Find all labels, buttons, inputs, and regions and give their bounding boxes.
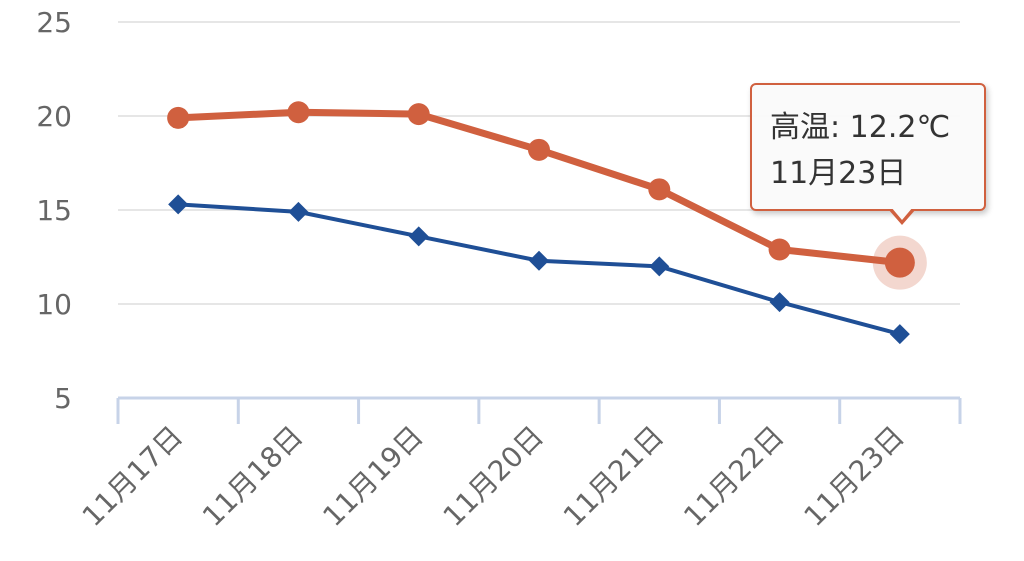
x-tick-label: 11月18日 xyxy=(196,420,309,533)
data-point xyxy=(528,138,550,161)
y-tick-label: 10 xyxy=(36,288,72,321)
data-tooltip: 高温: 12.2℃ 11月23日 xyxy=(750,83,986,211)
data-point xyxy=(288,201,309,222)
x-tick-label: 11月20日 xyxy=(437,420,550,533)
data-point xyxy=(649,256,670,277)
tooltip-value: 高温: 12.2℃ xyxy=(770,110,951,145)
tooltip-date: 11月23日 xyxy=(770,156,907,191)
x-tick-label: 11月22日 xyxy=(677,420,790,533)
tooltip-arrow xyxy=(888,207,916,225)
data-point xyxy=(889,324,910,345)
data-point-highlight xyxy=(884,247,915,278)
y-tick-label: 20 xyxy=(36,100,72,133)
x-tick-label: 11月21日 xyxy=(557,420,670,533)
x-tick-label: 11月17日 xyxy=(76,420,189,533)
data-point xyxy=(769,292,790,313)
data-point xyxy=(529,250,549,271)
data-point xyxy=(287,101,310,124)
y-tick-label: 15 xyxy=(36,194,72,227)
data-point xyxy=(768,238,791,261)
data-point xyxy=(408,226,429,247)
data-point xyxy=(407,103,430,126)
x-axis: 11月17日 11月18日 11月19日 11月20日 11月21日 11月22日 11月2… xyxy=(76,396,962,533)
y-tick-label: 25 xyxy=(36,6,72,39)
marker-layer[interactable] xyxy=(167,101,927,345)
y-axis-labels: 5 10 15 20 25 xyxy=(36,6,72,415)
data-point xyxy=(168,194,189,215)
y-tick-label: 5 xyxy=(54,382,72,415)
data-point xyxy=(167,106,190,129)
x-tick-label: 11月19日 xyxy=(316,420,429,533)
data-point xyxy=(648,178,671,201)
x-tick-label: 11月23日 xyxy=(797,420,910,533)
